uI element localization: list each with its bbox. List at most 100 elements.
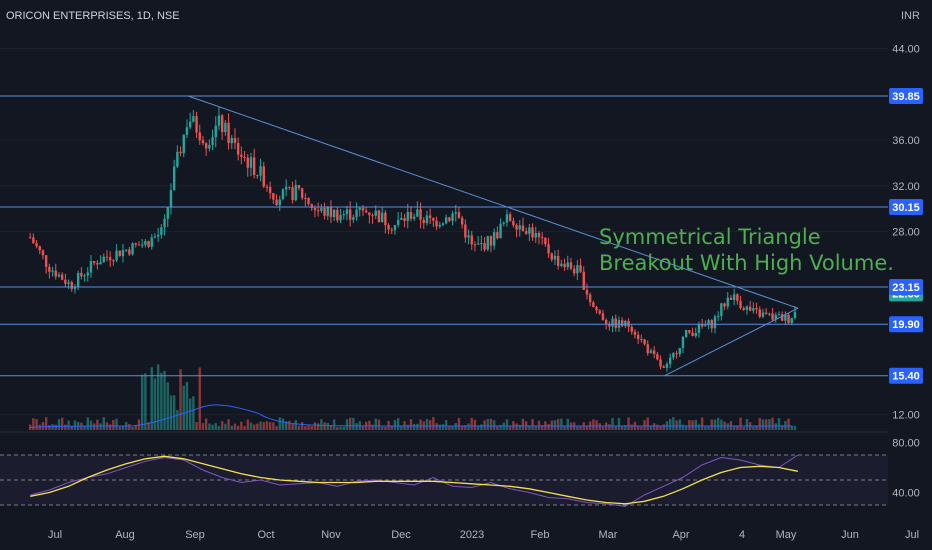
volume-bar bbox=[492, 420, 496, 430]
price-tag-label: 30.15 bbox=[892, 202, 920, 214]
volume-bar bbox=[262, 422, 265, 430]
volume-bar bbox=[339, 426, 342, 430]
volume-bar bbox=[192, 396, 195, 430]
candle-body bbox=[198, 132, 201, 141]
candle-body bbox=[336, 209, 339, 221]
candle-body bbox=[470, 235, 473, 245]
volume-bar bbox=[70, 426, 73, 430]
volume-bar bbox=[697, 424, 701, 430]
volume-bar bbox=[313, 422, 317, 430]
candle-body bbox=[70, 282, 73, 289]
volume-bar bbox=[428, 420, 432, 430]
candle-body bbox=[236, 143, 240, 155]
volume-bar bbox=[432, 417, 435, 430]
candle-body bbox=[320, 207, 323, 211]
candle-body bbox=[569, 262, 573, 269]
candle-body bbox=[409, 211, 413, 219]
volume-bar bbox=[630, 424, 633, 430]
rsi-line bbox=[30, 454, 799, 507]
volume-bar bbox=[515, 423, 518, 430]
candle-body bbox=[496, 232, 499, 239]
volume-bar bbox=[460, 426, 464, 430]
volume-bar bbox=[659, 425, 662, 430]
price-tick-label: 28.00 bbox=[892, 227, 920, 239]
candle-body bbox=[35, 243, 38, 247]
candle-body bbox=[144, 241, 147, 245]
volume-bar bbox=[390, 426, 393, 430]
volume-bar bbox=[377, 419, 381, 430]
volume-bar bbox=[252, 424, 256, 430]
trendline bbox=[664, 307, 799, 377]
time-axis[interactable]: Jul Aug Sep Oct Nov Dec 2023 Feb Mar Apr 4 May Jun Ju… bbox=[48, 529, 919, 541]
volume-bar bbox=[60, 417, 64, 430]
volume-bar bbox=[713, 419, 717, 430]
volume-bars bbox=[28, 364, 797, 430]
candle-body bbox=[630, 326, 633, 332]
volume-bar bbox=[764, 419, 768, 430]
candle-body bbox=[416, 209, 419, 217]
rsi-pane bbox=[0, 431, 888, 507]
volume-bar bbox=[787, 418, 790, 430]
volume-bar bbox=[41, 422, 45, 430]
volume-bar bbox=[467, 423, 470, 430]
candle-body bbox=[691, 332, 694, 337]
candle-body bbox=[550, 253, 553, 260]
volume-bar bbox=[108, 424, 112, 430]
candle-body bbox=[364, 210, 368, 213]
candle-body bbox=[310, 204, 313, 209]
candle-body bbox=[662, 366, 665, 368]
volume-bar bbox=[531, 418, 534, 430]
candle-body bbox=[668, 357, 672, 364]
candle-body bbox=[393, 225, 397, 231]
volume-bar bbox=[348, 417, 352, 430]
volume-bar bbox=[508, 425, 512, 430]
volume-bar bbox=[566, 418, 569, 430]
volume-bar bbox=[595, 420, 598, 430]
chart-title[interactable]: ORICON ENTERPRISES, 1D, NSE bbox=[6, 10, 180, 22]
candle-body bbox=[57, 274, 61, 277]
candle-body bbox=[252, 157, 256, 176]
candle-body bbox=[188, 121, 192, 128]
candle-body bbox=[150, 237, 153, 247]
candle-body bbox=[438, 224, 441, 227]
candle-body bbox=[678, 347, 681, 355]
volume-bar bbox=[355, 423, 358, 430]
candle-body bbox=[588, 294, 592, 303]
volume-bar bbox=[732, 426, 736, 430]
volume-bar bbox=[256, 423, 259, 430]
volume-bar bbox=[476, 426, 480, 430]
candle-body bbox=[790, 317, 793, 324]
volume-bar bbox=[182, 385, 185, 430]
volume-bar bbox=[374, 418, 377, 430]
candle-body bbox=[390, 229, 393, 231]
candle-body bbox=[313, 208, 317, 211]
candle-body bbox=[544, 237, 547, 245]
candle-body bbox=[592, 302, 595, 308]
candle-body bbox=[220, 115, 224, 133]
candle-body bbox=[748, 306, 752, 311]
volume-bar bbox=[28, 424, 32, 430]
volume-bar bbox=[384, 426, 387, 430]
volume-bar bbox=[790, 425, 793, 430]
candle-body bbox=[553, 255, 557, 260]
price-axis[interactable]: 12.0015.4019.9022.6023.1528.0030.1532.00… bbox=[889, 44, 923, 500]
candle-body bbox=[406, 211, 409, 221]
candle-body bbox=[86, 272, 89, 276]
candle-body bbox=[598, 310, 601, 314]
volume-bar bbox=[480, 424, 483, 430]
volume-bar bbox=[528, 425, 531, 430]
rsi-tick-label: 80.00 bbox=[892, 438, 920, 450]
candle-body bbox=[726, 297, 729, 307]
candle-body bbox=[32, 237, 35, 244]
candle-body bbox=[387, 225, 390, 230]
volume-bar bbox=[44, 417, 48, 430]
volume-bar bbox=[201, 423, 205, 430]
candle-body bbox=[486, 236, 489, 250]
time-tick-label: Feb bbox=[531, 529, 550, 541]
candle-body bbox=[339, 214, 342, 221]
candle-body bbox=[243, 156, 246, 158]
volume-bar bbox=[147, 422, 150, 430]
candle-body bbox=[604, 319, 608, 324]
candle-body bbox=[480, 243, 483, 245]
